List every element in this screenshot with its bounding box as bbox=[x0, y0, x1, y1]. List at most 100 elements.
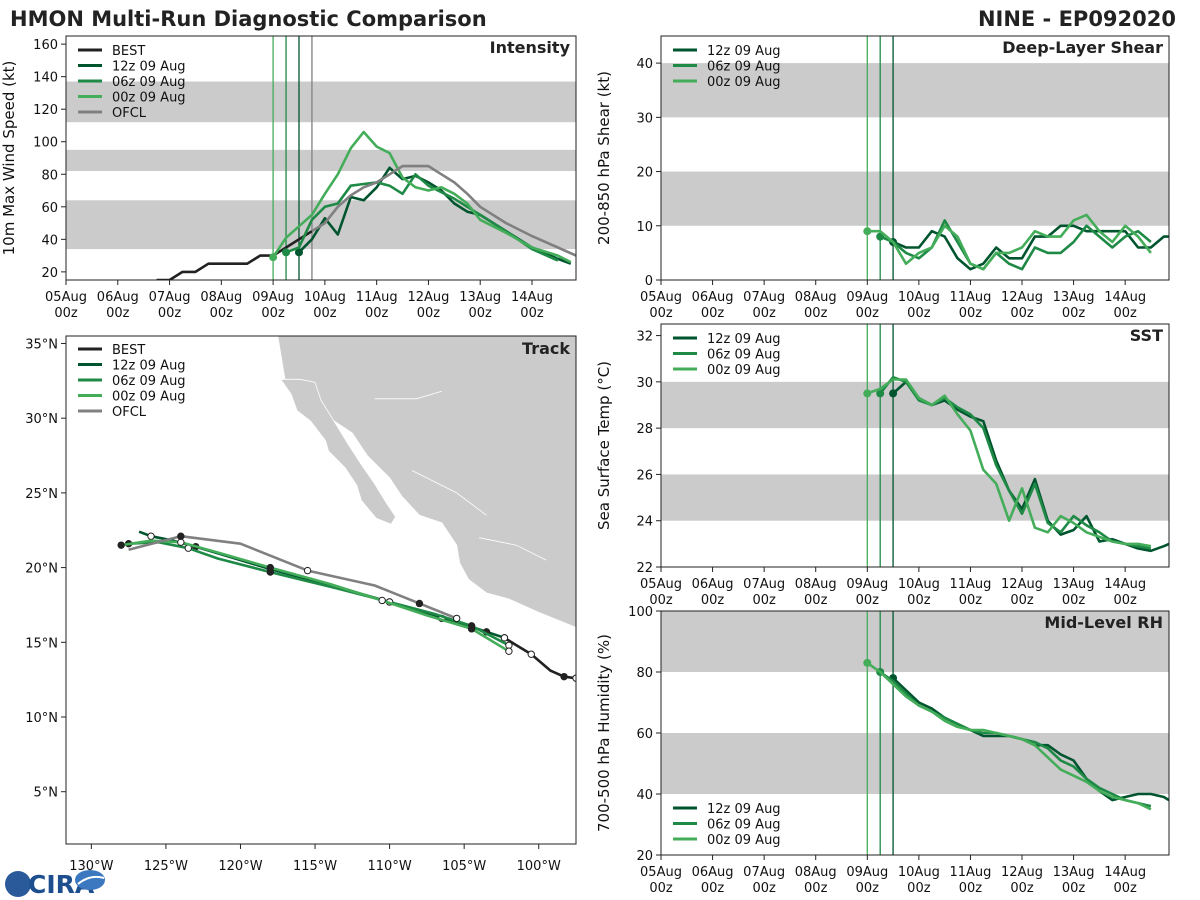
x-tick-label: 00z bbox=[365, 306, 389, 321]
x-tick-label: 12Aug bbox=[407, 290, 449, 305]
x-tick-label: 10Aug bbox=[898, 865, 940, 880]
land-group bbox=[277, 336, 576, 628]
init-marker-00z bbox=[269, 253, 278, 262]
plot-frame bbox=[660, 323, 1170, 568]
panel-title: Intensity bbox=[490, 38, 571, 57]
y-tick-label: 35°N bbox=[25, 337, 58, 352]
series-line-12z bbox=[892, 224, 1169, 271]
x-tick-label: 115°W bbox=[293, 859, 337, 874]
y-tick-label: 0 bbox=[645, 274, 653, 289]
x-tick-label: 00z bbox=[752, 881, 776, 896]
series-line-BEST bbox=[156, 230, 313, 280]
track-position-marker bbox=[505, 641, 513, 649]
x-tick-label: 07Aug bbox=[743, 865, 785, 880]
init-marker-06z bbox=[876, 232, 885, 241]
y-tick-label: 32 bbox=[636, 330, 653, 345]
x-tick-label: 09Aug bbox=[846, 290, 888, 305]
series-line-OFCL bbox=[311, 164, 576, 257]
x-tick-label: 12Aug bbox=[1001, 290, 1043, 305]
legend-label: 00z 09 Aug bbox=[707, 833, 781, 848]
track-panel: 130°W 125°W 120°W 115°W 110°W 105°W 100°W 5°N 10… bbox=[25, 335, 577, 874]
x-tick-label: 06Aug bbox=[692, 865, 734, 880]
legend-label: 00z 09 Aug bbox=[707, 363, 781, 378]
legend-label: 00z 09 Aug bbox=[112, 91, 186, 106]
y-axis-label: 200-850 hPa Shear (kt) bbox=[595, 71, 613, 245]
track-position-marker bbox=[378, 596, 386, 605]
logo-globe-icon bbox=[5, 871, 31, 897]
x-tick-label: 05Aug bbox=[640, 577, 682, 592]
x-tick-label: 12Aug bbox=[1001, 865, 1043, 880]
x-tick-label: 110°W bbox=[368, 859, 412, 874]
boundary-line bbox=[479, 537, 547, 561]
y-axis-label: Sea Surface Temp (°C) bbox=[595, 361, 613, 530]
x-tick-label: 00z bbox=[54, 306, 78, 321]
y-tick-label: 22 bbox=[636, 561, 653, 576]
x-tick-label: 06Aug bbox=[692, 577, 734, 592]
intensity-panel: 2040608010012014016005Aug00z06Aug00z07Au… bbox=[0, 35, 577, 321]
track-position-marker bbox=[453, 614, 461, 623]
series-line-06z bbox=[285, 173, 559, 262]
x-tick-label: 00z bbox=[261, 306, 285, 321]
y-tick-label: 40 bbox=[636, 57, 653, 72]
init-marker-00z bbox=[863, 389, 872, 398]
x-tick-label: 00z bbox=[752, 306, 776, 321]
x-tick-label: 00z bbox=[907, 306, 931, 321]
init-marker-00z bbox=[863, 227, 872, 236]
x-tick-label: 00z bbox=[959, 881, 983, 896]
x-tick-label: 00z bbox=[701, 881, 725, 896]
init-marker-00z bbox=[863, 658, 872, 667]
y-tick-label: 160 bbox=[33, 38, 58, 53]
x-tick-label: 11Aug bbox=[356, 290, 398, 305]
track-position-marker bbox=[505, 647, 513, 655]
legend-label: 12z 09 Aug bbox=[707, 332, 781, 347]
y-tick-label: 100 bbox=[628, 605, 653, 620]
y-tick-label: 100 bbox=[33, 136, 58, 151]
init-marker-12z bbox=[294, 248, 303, 257]
legend-label: OFCL bbox=[112, 405, 147, 420]
x-tick-label: 00z bbox=[959, 306, 983, 321]
x-tick-label: 00z bbox=[959, 593, 983, 608]
y-tick-label: 26 bbox=[636, 468, 653, 483]
y-tick-label: 10 bbox=[636, 220, 653, 235]
legend-label: 06z 09 Aug bbox=[112, 75, 186, 90]
x-tick-label: 100°W bbox=[517, 859, 561, 874]
x-tick-label: 00z bbox=[856, 881, 880, 896]
x-tick-label: 09Aug bbox=[252, 290, 294, 305]
y-tick-label: 28 bbox=[636, 422, 653, 437]
x-tick-label: 00z bbox=[1113, 881, 1137, 896]
shade-band bbox=[661, 171, 1169, 226]
x-tick-label: 14Aug bbox=[1104, 290, 1146, 305]
tracks-group bbox=[117, 530, 576, 682]
logo-satellite-icon bbox=[75, 870, 105, 890]
y-tick-label: 60 bbox=[41, 201, 58, 216]
track-position-marker bbox=[500, 634, 509, 642]
x-tick-label: 00z bbox=[907, 593, 931, 608]
init-marker-06z bbox=[876, 389, 885, 398]
x-tick-label: 07Aug bbox=[743, 290, 785, 305]
x-tick-label: 00z bbox=[1010, 593, 1034, 608]
x-tick-label: 00z bbox=[1010, 306, 1034, 321]
x-tick-label: 11Aug bbox=[949, 865, 991, 880]
shade-band bbox=[661, 63, 1169, 118]
y-tick-label: 5°N bbox=[34, 786, 59, 801]
x-tick-label: 00z bbox=[469, 306, 493, 321]
series-line-00z bbox=[867, 213, 1152, 271]
x-tick-label: 10Aug bbox=[304, 290, 346, 305]
x-tick-label: 10Aug bbox=[898, 290, 940, 305]
x-tick-label: 06Aug bbox=[97, 290, 139, 305]
track-position-marker bbox=[266, 563, 274, 572]
legend-label: 06z 09 Aug bbox=[112, 374, 186, 389]
y-tick-label: 120 bbox=[33, 103, 58, 118]
y-tick-label: 30°N bbox=[25, 412, 58, 427]
panel-title: Mid-Level RH bbox=[1044, 613, 1163, 632]
y-tick-label: 40 bbox=[636, 788, 653, 803]
storm-id: NINE - EP092020 bbox=[978, 7, 1176, 31]
x-tick-label: 08Aug bbox=[200, 290, 242, 305]
track-position-marker bbox=[560, 672, 568, 681]
x-tick-label: 00z bbox=[1062, 593, 1086, 608]
x-tick-label: 00z bbox=[1113, 306, 1137, 321]
legend-label: 00z 09 Aug bbox=[112, 390, 186, 405]
legend-label: 12z 09 Aug bbox=[707, 802, 781, 817]
